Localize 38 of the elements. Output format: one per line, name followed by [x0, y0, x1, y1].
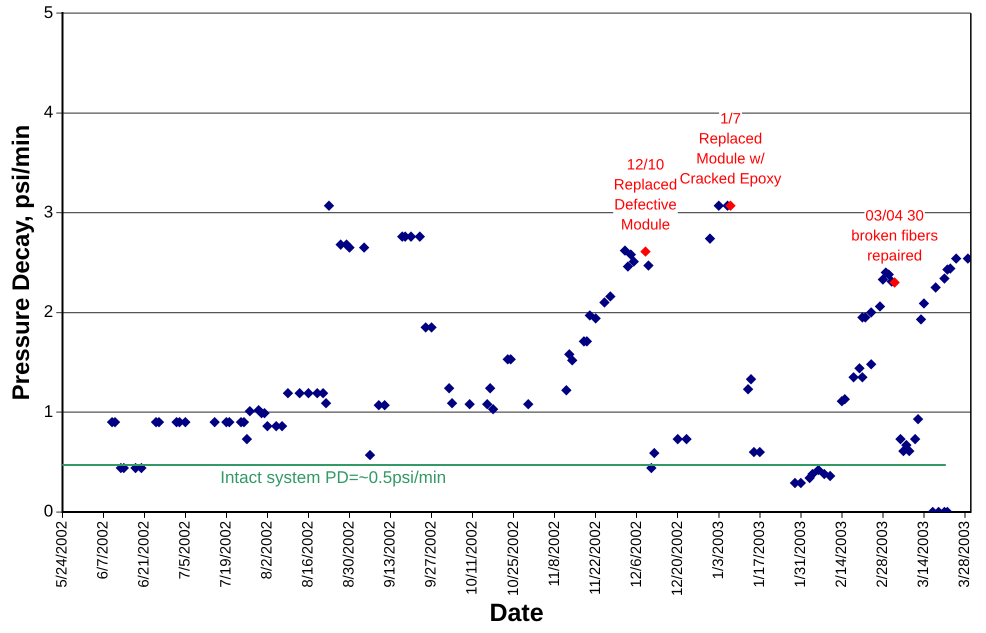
- x-tick-label: 8/16/2002: [300, 520, 317, 588]
- x-tick-label: 1/3/2003: [710, 520, 727, 580]
- x-tick-label: 11/22/2002: [586, 520, 604, 595]
- y-tick-label: 2: [44, 302, 54, 322]
- x-tick-label: 6/21/2002: [135, 520, 152, 588]
- x-axis-title: Date: [489, 598, 544, 627]
- x-tick-label: 9/13/2002: [382, 520, 399, 588]
- x-tick-label: 3/14/2003: [915, 520, 932, 588]
- point: [725, 200, 736, 211]
- x-tick-label: 10/25/2002: [504, 520, 522, 596]
- annotation: 12/10 Replaced Defective Module: [614, 156, 678, 234]
- x-tick-label: 12/6/2002: [628, 520, 645, 588]
- x-tick-label: 1/31/2003: [792, 520, 809, 588]
- y-tick-label: 0: [44, 502, 54, 521]
- x-tick-label: 8/2/2002: [258, 520, 276, 580]
- x-tick-label: 9/27/2002: [422, 520, 440, 588]
- y-axis-title: Pressure Decay, psi/min: [8, 124, 36, 400]
- x-tick-label: 3/28/2003: [956, 520, 974, 588]
- x-tick-label: 1/17/2003: [750, 520, 768, 588]
- ref-line-label: Intact system PD=~0.5psi/min: [220, 468, 446, 488]
- x-tick-label: 7/19/2002: [218, 520, 235, 588]
- x-tick-label: 5/24/2002: [53, 520, 70, 588]
- point: [890, 278, 900, 288]
- x-tick-label: 10/11/2002: [464, 520, 481, 595]
- y-tick-label: 3: [44, 202, 54, 222]
- x-tick-label: 12/20/2002: [668, 520, 686, 596]
- x-tick-label: 8/30/2002: [340, 520, 358, 588]
- x-tick-label: 2/28/2003: [874, 520, 892, 588]
- annotation: 03/04 30 broken fibers repaired: [851, 208, 938, 265]
- y-tick-label: 4: [44, 102, 54, 122]
- y-tick-label: 1: [44, 402, 54, 421]
- x-tick-label: 7/5/2002: [176, 520, 194, 580]
- x-tick-label: 6/7/2002: [94, 520, 112, 580]
- y-tick-label: 5: [44, 2, 54, 22]
- x-tick-label: 11/8/2002: [546, 520, 563, 587]
- annotation: 1/7 Replaced Module w/ Cracked Epoxy: [680, 110, 782, 188]
- x-tick-label: 2/14/2003: [833, 520, 850, 588]
- point: [640, 246, 650, 257]
